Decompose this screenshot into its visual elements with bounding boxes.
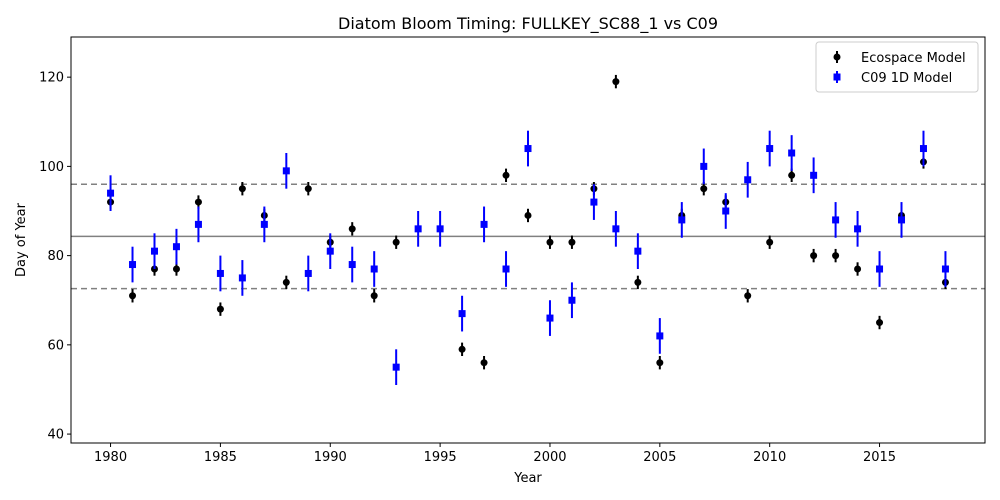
series-1 — [107, 130, 949, 385]
data-point — [216, 305, 224, 313]
data-point — [260, 220, 268, 228]
data-point — [700, 185, 708, 193]
data-point — [546, 314, 554, 322]
data-point — [304, 185, 312, 193]
data-point — [414, 225, 422, 233]
data-point — [304, 269, 312, 277]
data-point — [634, 247, 642, 255]
legend-swatches — [833, 51, 841, 83]
legend: Ecospace Model C09 1D Model — [815, 41, 979, 93]
plot-area — [71, 74, 985, 385]
axes-frame — [70, 36, 986, 444]
data-point — [370, 265, 378, 273]
data-point — [612, 78, 620, 86]
x-tick-label: 1990 — [314, 450, 347, 465]
y-axis-label: Day of Year — [14, 202, 29, 277]
data-point — [348, 261, 356, 269]
data-point — [744, 176, 752, 184]
data-point — [590, 198, 598, 206]
data-point — [107, 189, 115, 197]
data-point — [524, 211, 532, 219]
data-point — [546, 238, 554, 246]
data-point — [898, 216, 906, 224]
data-point — [480, 359, 488, 367]
data-point — [810, 171, 818, 179]
legend-marker — [833, 53, 841, 61]
data-point — [348, 225, 356, 233]
x-tick-label: 2005 — [643, 450, 676, 465]
data-point — [876, 265, 884, 273]
chart-title: Diatom Bloom Timing: FULLKEY_SC88_1 vs C… — [338, 14, 718, 34]
data-point — [678, 216, 686, 224]
y-tick-label: 80 — [47, 249, 64, 264]
data-point — [854, 265, 862, 273]
data-point — [744, 292, 752, 300]
data-point — [370, 292, 378, 300]
data-point — [458, 310, 466, 318]
data-point — [854, 225, 862, 233]
data-point — [282, 278, 290, 286]
data-point — [282, 167, 290, 175]
data-point — [129, 261, 137, 269]
data-point — [832, 252, 840, 260]
data-point — [194, 220, 202, 228]
x-axis-label: Year — [513, 471, 542, 486]
data-point — [766, 145, 774, 153]
y-axis: 40 60 80 100 120 — [39, 71, 71, 443]
data-point — [392, 238, 400, 246]
data-point — [568, 296, 576, 304]
legend-marker — [833, 73, 841, 81]
data-point — [238, 274, 246, 282]
data-point — [524, 145, 532, 153]
x-tick-label: 1980 — [94, 450, 127, 465]
data-point — [810, 252, 818, 260]
data-point — [502, 171, 510, 179]
data-point — [788, 149, 796, 157]
data-point — [941, 265, 949, 273]
data-point — [129, 292, 137, 300]
data-point — [832, 216, 840, 224]
data-point — [238, 185, 246, 193]
data-point — [919, 145, 927, 153]
x-tick-label: 2015 — [863, 450, 896, 465]
data-point — [458, 345, 466, 353]
data-point — [392, 363, 400, 371]
x-axis: 1980 1985 1990 1995 2000 2005 2010 2015 — [94, 443, 896, 465]
legend-label-ecospace: Ecospace Model — [861, 51, 966, 66]
data-point — [216, 269, 224, 277]
x-tick-label: 2000 — [533, 450, 566, 465]
y-tick-label: 100 — [39, 160, 64, 175]
data-point — [326, 247, 334, 255]
data-point — [876, 319, 884, 327]
data-point — [502, 265, 510, 273]
y-tick-label: 40 — [47, 428, 64, 443]
data-point — [172, 243, 180, 251]
legend-box — [815, 41, 979, 93]
data-point — [788, 171, 796, 179]
data-point — [656, 332, 664, 340]
legend-label-c09: C09 1D Model — [861, 71, 952, 86]
x-tick-label: 2010 — [753, 450, 786, 465]
data-point — [480, 220, 488, 228]
x-tick-label: 1985 — [204, 450, 237, 465]
data-point — [722, 207, 730, 215]
x-tick-label: 1995 — [424, 450, 457, 465]
data-point — [172, 265, 180, 273]
data-point — [194, 198, 202, 206]
y-tick-label: 60 — [47, 338, 64, 353]
data-point — [656, 359, 664, 367]
data-point — [700, 162, 708, 170]
data-point — [766, 238, 774, 246]
data-point — [150, 247, 158, 255]
y-tick-label: 120 — [39, 71, 64, 86]
data-point — [436, 225, 444, 233]
data-point — [634, 278, 642, 286]
data-point — [612, 225, 620, 233]
data-point — [568, 238, 576, 246]
